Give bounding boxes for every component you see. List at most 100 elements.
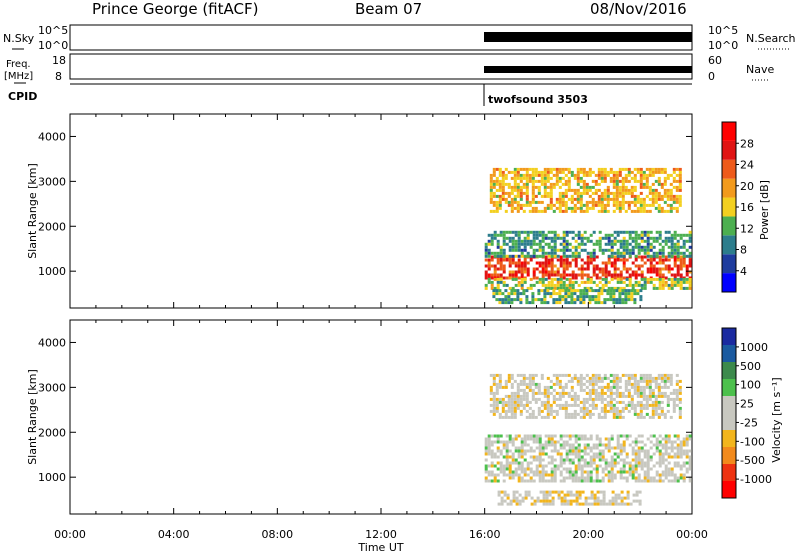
power-cell	[622, 261, 626, 265]
power-cell	[550, 258, 554, 262]
velocity-cell	[514, 461, 518, 465]
velocity-cell	[608, 502, 612, 506]
velocity-cell	[661, 461, 665, 465]
power-cell	[642, 200, 646, 204]
power-cell	[534, 206, 538, 210]
velocity-cell	[598, 449, 602, 453]
power-cell	[565, 277, 569, 281]
power-cell	[528, 176, 532, 180]
power-cell	[574, 280, 578, 284]
velocity-cell	[510, 406, 514, 410]
velocity-cell	[568, 467, 572, 471]
time-tick-label: 00:00	[676, 528, 708, 541]
velocity-cell	[559, 473, 563, 477]
power-cell	[558, 191, 562, 195]
power-cell	[631, 261, 635, 265]
power-cell	[577, 254, 581, 258]
power-cell	[565, 248, 569, 252]
power-cell	[678, 167, 682, 171]
velocity-cell	[535, 455, 539, 459]
power-cell	[649, 242, 653, 246]
power-cell	[645, 167, 649, 171]
power-cell	[619, 245, 623, 249]
power-cell	[598, 245, 602, 249]
power-cell	[606, 289, 610, 293]
velocity-cell	[622, 434, 626, 438]
velocity-cell	[558, 397, 562, 401]
velocity-cell	[531, 415, 535, 419]
power-cell	[513, 188, 517, 192]
colorbar-tick-label: 28	[740, 137, 754, 150]
power-cell	[661, 248, 665, 252]
power-cell	[657, 176, 661, 180]
velocity-cell	[643, 476, 647, 480]
velocity-cell	[625, 461, 629, 465]
power-cell	[501, 170, 505, 174]
velocity-cell	[526, 443, 530, 447]
power-cell	[595, 239, 599, 243]
velocity-cell	[645, 397, 649, 401]
velocity-cell	[540, 415, 544, 419]
power-cell	[651, 194, 655, 198]
power-cell	[498, 167, 502, 171]
velocity-cell	[598, 458, 602, 462]
power-cell	[679, 267, 683, 271]
power-cell	[546, 203, 550, 207]
power-cell	[637, 273, 641, 277]
power-cell	[639, 289, 643, 293]
power-cell	[660, 206, 664, 210]
power-cell	[642, 170, 646, 174]
velocity-cell	[678, 379, 682, 383]
power-cell	[639, 173, 643, 177]
power-cell	[501, 298, 505, 302]
power-cell	[508, 264, 512, 268]
power-cell	[631, 245, 635, 249]
velocity-cell	[630, 376, 634, 380]
power-cell	[667, 230, 671, 234]
velocity-cell	[613, 458, 617, 462]
power-cell	[595, 283, 599, 287]
velocity-cell	[544, 452, 548, 456]
power-cell	[568, 286, 572, 290]
velocity-cell	[610, 458, 614, 462]
velocity-cell	[507, 376, 511, 380]
power-cell	[552, 167, 556, 171]
velocity-cell	[508, 470, 512, 474]
velocity-cell	[627, 373, 631, 377]
velocity-cell	[666, 403, 670, 407]
power-cell	[489, 176, 493, 180]
velocity-cell	[676, 479, 680, 483]
velocity-cell	[618, 415, 622, 419]
power-cell	[525, 289, 529, 293]
velocity-cell	[618, 379, 622, 383]
power-cell	[591, 298, 595, 302]
power-cell	[562, 267, 566, 271]
power-cell	[667, 251, 671, 255]
power-cell	[565, 267, 569, 271]
power-cell	[651, 197, 655, 201]
velocity-cell	[502, 479, 506, 483]
velocity-cell	[519, 373, 523, 377]
power-cell	[628, 277, 632, 281]
power-cell	[543, 176, 547, 180]
colorbar-segment	[722, 178, 736, 198]
velocity-cell	[657, 412, 661, 416]
power-cell	[543, 301, 547, 305]
velocity-cell	[630, 382, 634, 386]
velocity-cell	[570, 415, 574, 419]
power-cell	[537, 188, 541, 192]
power-cell	[546, 179, 550, 183]
power-cell	[514, 273, 518, 277]
velocity-cell	[564, 403, 568, 407]
power-cell	[634, 242, 638, 246]
velocity-cell	[655, 443, 659, 447]
velocity-cell	[573, 391, 577, 395]
velocity-cell	[593, 496, 597, 500]
velocity-cell	[507, 373, 511, 377]
velocity-cell	[627, 391, 631, 395]
power-cell	[489, 200, 493, 204]
power-cell	[574, 239, 578, 243]
power-cell	[658, 230, 662, 234]
velocity-cell	[639, 412, 643, 416]
velocity-cell	[526, 473, 530, 477]
